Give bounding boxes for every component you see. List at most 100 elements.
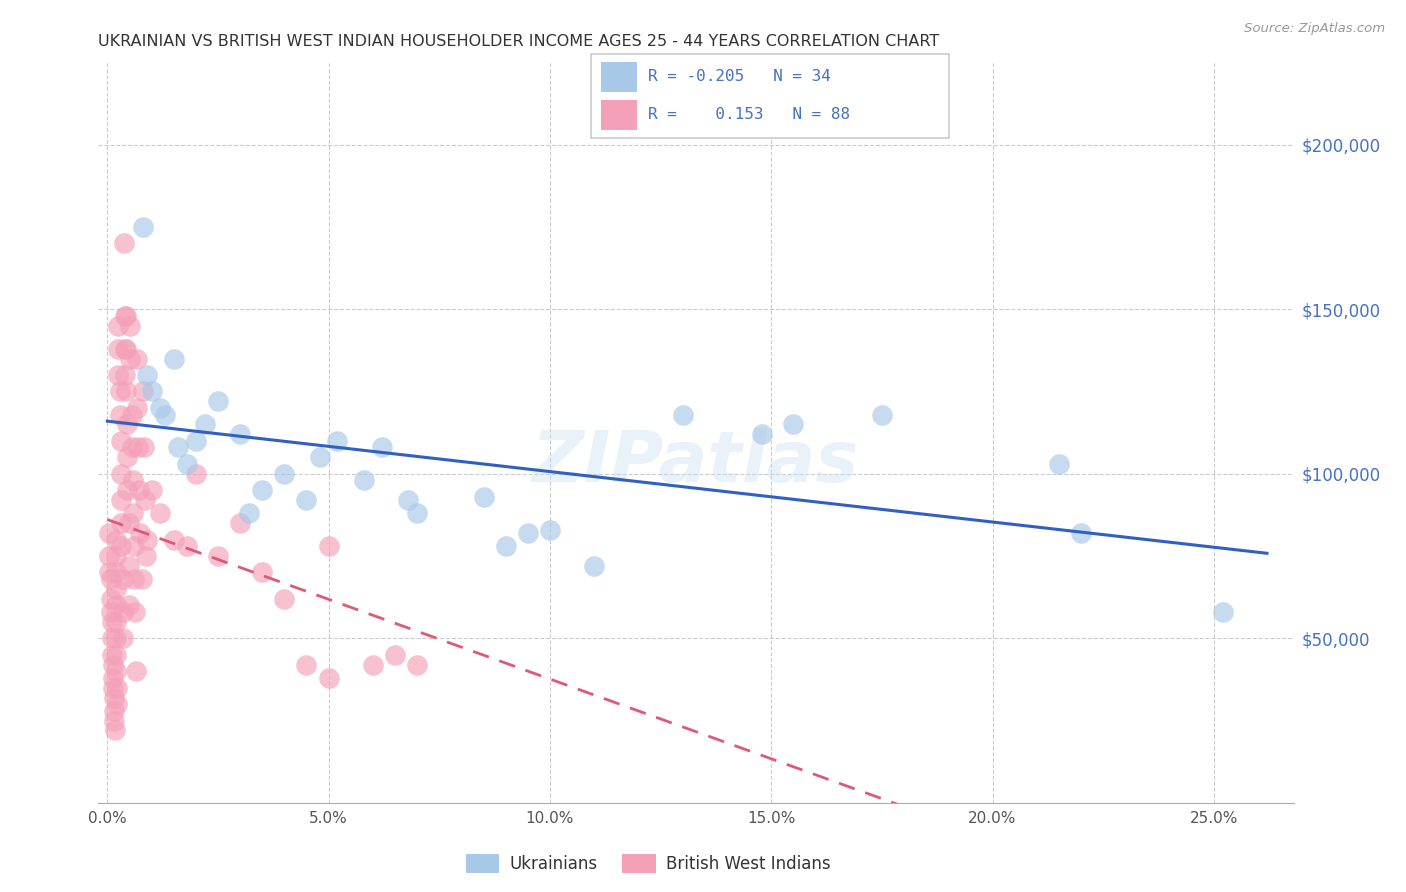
Point — [105, 599, 128, 613]
Point — [207, 394, 229, 409]
Point — [115, 450, 138, 465]
Point — [121, 408, 143, 422]
Point — [100, 648, 122, 662]
Point — [308, 450, 330, 465]
Point — [101, 657, 124, 672]
Point — [98, 566, 121, 580]
Point — [396, 493, 419, 508]
Point — [153, 408, 176, 422]
Point — [105, 648, 128, 662]
Point — [1212, 605, 1234, 619]
Point — [111, 632, 134, 646]
Point — [105, 664, 128, 678]
Point — [101, 681, 124, 695]
Point — [122, 572, 145, 586]
Point — [136, 533, 159, 547]
Point — [472, 490, 495, 504]
Point — [107, 342, 129, 356]
Point — [115, 309, 138, 323]
Point — [353, 473, 375, 487]
Point — [751, 427, 773, 442]
Point — [135, 549, 157, 563]
Point — [132, 441, 155, 455]
Point — [207, 549, 229, 563]
Point — [127, 351, 149, 366]
Point — [273, 591, 295, 606]
Point — [141, 483, 163, 498]
Point — [107, 368, 129, 382]
Point — [105, 632, 128, 646]
Point — [111, 572, 134, 586]
Point — [115, 384, 138, 399]
Point — [229, 516, 252, 530]
Point — [98, 526, 121, 541]
Point — [120, 318, 142, 333]
Point — [111, 605, 134, 619]
Point — [105, 615, 128, 629]
Point — [163, 533, 186, 547]
Point — [273, 467, 295, 481]
Point — [184, 467, 207, 481]
Point — [782, 417, 804, 432]
Text: UKRAINIAN VS BRITISH WEST INDIAN HOUSEHOLDER INCOME AGES 25 - 44 YEARS CORRELATI: UKRAINIAN VS BRITISH WEST INDIAN HOUSEHO… — [98, 34, 939, 49]
Point — [110, 493, 132, 508]
Point — [176, 457, 198, 471]
Point — [100, 572, 122, 586]
Point — [108, 384, 131, 399]
Point — [131, 219, 153, 234]
Point — [110, 516, 132, 530]
Point — [100, 605, 122, 619]
Point — [122, 506, 145, 520]
Point — [406, 506, 429, 520]
Point — [870, 408, 893, 422]
Point — [103, 690, 125, 705]
Point — [110, 467, 132, 481]
Point — [125, 664, 148, 678]
Point — [100, 591, 122, 606]
FancyBboxPatch shape — [602, 100, 637, 130]
Text: Source: ZipAtlas.com: Source: ZipAtlas.com — [1244, 22, 1385, 36]
Point — [1047, 457, 1070, 471]
Point — [538, 523, 561, 537]
Point — [117, 558, 139, 573]
Point — [361, 657, 384, 672]
Point — [110, 539, 132, 553]
Point — [114, 368, 136, 382]
Point — [105, 582, 128, 596]
Point — [370, 441, 392, 455]
Point — [326, 434, 349, 448]
Point — [104, 723, 127, 738]
Point — [163, 351, 186, 366]
Point — [406, 657, 429, 672]
Point — [105, 549, 128, 563]
Point — [120, 351, 142, 366]
Point — [250, 566, 273, 580]
Point — [229, 427, 252, 442]
Point — [100, 632, 122, 646]
Point — [129, 526, 152, 541]
Point — [118, 599, 141, 613]
Point — [136, 368, 159, 382]
Point — [121, 441, 143, 455]
Point — [103, 714, 125, 728]
Point — [131, 572, 153, 586]
Legend: Ukrainians, British West Indians: Ukrainians, British West Indians — [460, 847, 837, 880]
Point — [114, 309, 136, 323]
Point — [122, 539, 145, 553]
Point — [149, 401, 172, 415]
FancyBboxPatch shape — [591, 54, 949, 138]
Point — [105, 697, 128, 711]
Point — [127, 441, 149, 455]
Point — [107, 318, 129, 333]
Point — [115, 417, 138, 432]
Point — [149, 506, 172, 520]
Point — [250, 483, 273, 498]
Point — [124, 605, 146, 619]
Point — [672, 408, 695, 422]
Point — [98, 549, 121, 563]
Point — [176, 539, 198, 553]
Point — [194, 417, 217, 432]
Point — [100, 615, 122, 629]
Point — [583, 558, 606, 573]
Point — [110, 434, 132, 448]
